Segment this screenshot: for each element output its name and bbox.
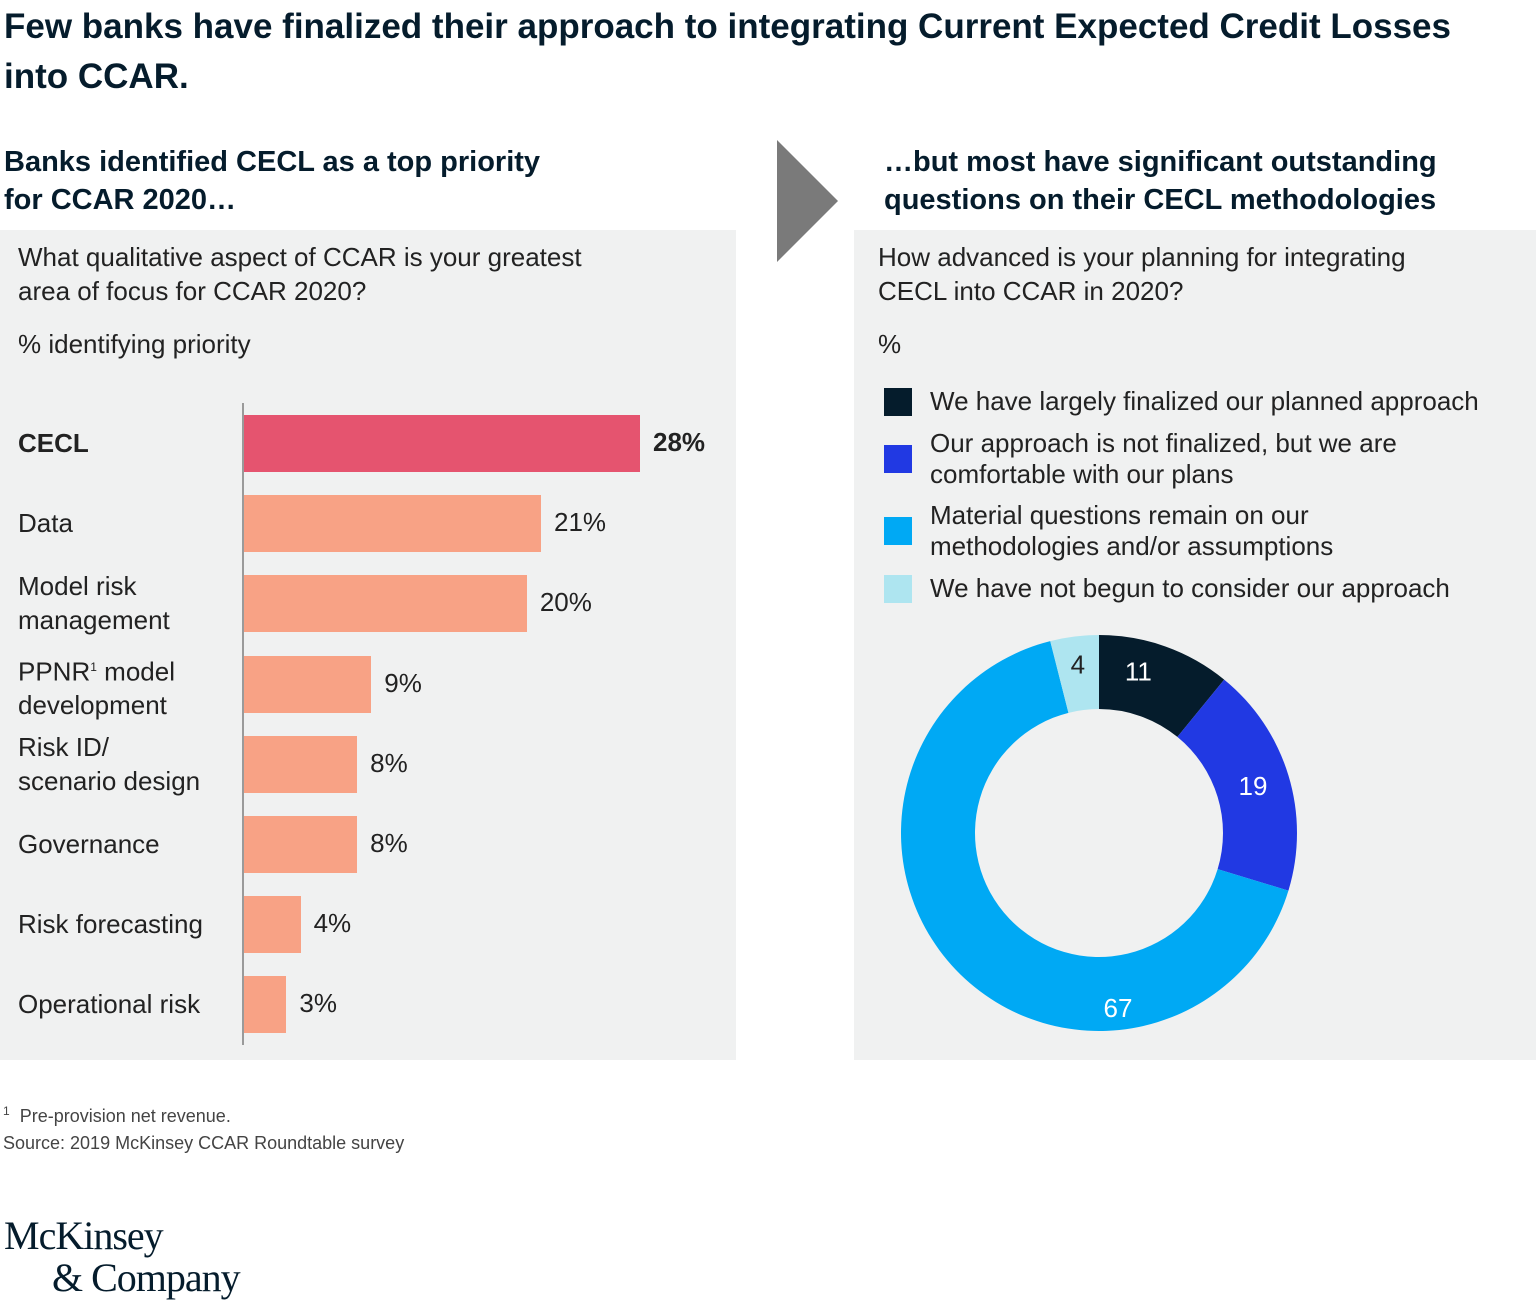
legend-swatch [884, 445, 912, 473]
bar-value-label: 20% [539, 587, 592, 618]
left-unit-label: % identifying priority [18, 329, 251, 359]
left-subhead-line1: Banks identified CECL as a top priority [4, 146, 541, 178]
bar-5 [244, 816, 358, 873]
legend-swatch [884, 574, 912, 603]
left-question: What qualitative aspect of CCAR is your … [18, 240, 582, 308]
legend-swatch [884, 387, 912, 416]
legend-item: Our approach is not finalized, but we ar… [884, 428, 1397, 490]
right-subhead-line2: questions on their CECL methodologies [884, 184, 1437, 216]
right-question-line1: How advanced is your planning for integr… [878, 242, 1406, 272]
footnote-marker: 1 [3, 1104, 10, 1118]
footnote-text: Pre-provision net revenue. [19, 1106, 231, 1126]
bar-category-label: Operational risk [18, 989, 201, 1020]
bar-category-label: Risk ID/scenario design [18, 731, 201, 796]
left-question-line1: What qualitative aspect of CCAR is your … [18, 242, 582, 272]
donut-value-label: 67 [1104, 993, 1133, 1023]
bar-category-label: Risk forecasting [18, 909, 203, 940]
bar-0 [244, 415, 640, 472]
legend-label: Our approach is not finalized, but we ar… [930, 428, 1397, 489]
donut-slice [1099, 635, 1225, 737]
bar-axis-line [242, 403, 244, 1045]
legend-item: We have largely finalized our planned ap… [884, 386, 1479, 417]
bar-2 [244, 575, 527, 633]
arrow-right-icon [777, 140, 838, 262]
bar-category-label: CECL [18, 428, 89, 458]
bar-value-label: 3% [299, 988, 337, 1019]
donut-value-label: 4 [1071, 649, 1085, 679]
main-title: Few banks have finalized their approach … [4, 7, 1451, 96]
left-subhead-line2: for CCAR 2020… [4, 184, 237, 216]
legend-label: We have largely finalized our planned ap… [930, 386, 1479, 416]
legend-item: We have not begun to consider our approa… [884, 573, 1450, 604]
bar-category-label: Data [18, 508, 73, 539]
bar-6 [244, 896, 301, 954]
donut-value-label: 11 [1125, 657, 1152, 687]
bar-3 [244, 655, 372, 713]
bar-4 [244, 735, 358, 793]
bar-value-label: 9% [384, 667, 422, 698]
donut-value-label: 19 [1239, 771, 1268, 801]
bar-1 [244, 495, 541, 553]
legend-swatch [884, 517, 912, 545]
left-question-line2: area of focus for CCAR 2020? [18, 276, 367, 306]
right-subhead-line1: …but most have significant outstanding [884, 146, 1437, 178]
logo-line1: McKinsey [4, 1213, 164, 1258]
donut-slice [901, 641, 1289, 1031]
donut-slice [1050, 635, 1099, 713]
bar-category-label: Governance [18, 829, 160, 859]
bar-value-label: 28% [653, 427, 706, 457]
donut-chart: 11 19 67 4 [901, 635, 1297, 1031]
legend-item: Material questions remain on our methodol… [884, 500, 1333, 562]
bar-value-label: 21% [554, 507, 607, 538]
donut-slice [1177, 679, 1297, 891]
right-unit-label: % [878, 329, 902, 359]
right-question: How advanced is your planning for integr… [878, 240, 1406, 308]
logo-line2: & Company [52, 1255, 241, 1300]
legend-label: We have not begun to consider our approa… [930, 573, 1450, 603]
bar-7 [244, 976, 287, 1034]
left-subhead: Banks identified CECL as a top priority … [4, 143, 540, 219]
bar-category-label: PPNR1 model development [18, 656, 175, 721]
bar-value-label: 4% [313, 908, 352, 939]
bar-category-label: Model risk management [18, 571, 170, 636]
footnote-1: 1 Pre-provision net revenue. [3, 1104, 231, 1127]
bar-value-label: 8% [370, 747, 408, 778]
left-chart-panel [0, 230, 736, 1060]
legend-label: Material questions remain on our methodol… [930, 500, 1334, 561]
right-subhead: …but most have significant outstanding q… [884, 143, 1437, 219]
bar-value-label: 8% [370, 828, 408, 858]
source-note: Source: 2019 McKinsey CCAR Roundtable su… [3, 1133, 405, 1153]
right-question-line2: CECL into CCAR in 2020? [878, 276, 1184, 306]
